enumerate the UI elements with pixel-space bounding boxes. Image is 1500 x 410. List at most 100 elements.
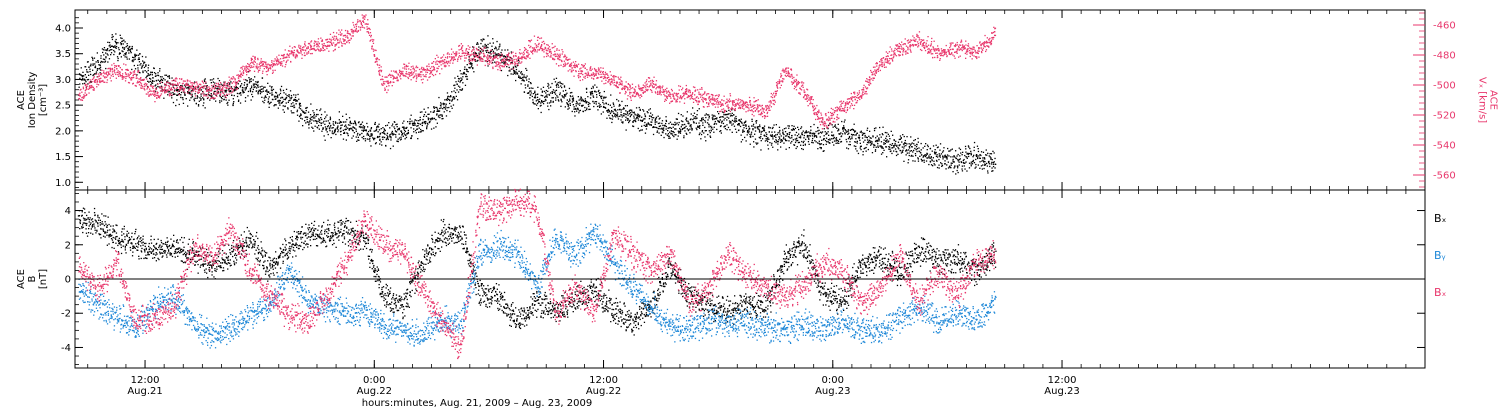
density-point [953, 155, 955, 157]
vx-point [276, 64, 278, 66]
density-point [797, 141, 800, 144]
vx-point [306, 48, 308, 50]
density-point [811, 141, 813, 144]
density-point [300, 113, 302, 115]
density-point [543, 90, 546, 93]
vx-point [221, 88, 223, 90]
vx-point [87, 88, 90, 90]
density-point [800, 126, 803, 128]
vx-point [402, 74, 404, 76]
density-point [425, 115, 428, 117]
density-point [618, 103, 621, 106]
density-point [453, 90, 455, 92]
vx-point [378, 72, 380, 74]
density-point [933, 160, 935, 162]
vx-point [356, 31, 358, 33]
density-point [760, 140, 762, 142]
density-point [579, 109, 581, 112]
density-point [659, 122, 661, 124]
density-point [471, 64, 473, 66]
density-point [698, 108, 700, 110]
density-point [599, 92, 601, 94]
density-point [627, 114, 629, 116]
density-point [926, 157, 928, 159]
density-point [137, 58, 139, 61]
density-point [412, 124, 414, 126]
density-point [354, 121, 356, 123]
density-point [851, 137, 853, 140]
density-point [314, 117, 316, 119]
vx-point [100, 80, 103, 82]
density-point [255, 87, 258, 89]
density-point [394, 127, 396, 130]
density-point [719, 119, 721, 121]
density-point [514, 65, 516, 67]
density-point [787, 136, 790, 138]
density-point [189, 91, 191, 94]
density-point [239, 80, 241, 82]
vx-point [192, 90, 195, 92]
vx-point [290, 60, 292, 63]
density-point [604, 107, 606, 109]
density-point [752, 135, 754, 138]
density-point [670, 127, 673, 129]
density-point [953, 167, 955, 169]
density-point [178, 103, 180, 106]
density-point [232, 98, 234, 100]
density-point [590, 93, 592, 95]
density-point [828, 134, 830, 136]
density-point [851, 134, 854, 136]
density-point [138, 57, 140, 59]
vx-point [263, 61, 265, 63]
vx-point [378, 67, 380, 69]
vx-point [143, 83, 145, 86]
density-point [824, 131, 826, 133]
density-point [752, 128, 754, 130]
density-point [299, 115, 301, 117]
density-point [206, 97, 209, 100]
density-point [705, 113, 707, 115]
vx-point [157, 92, 159, 94]
density-point [163, 97, 165, 99]
density-point [441, 103, 443, 105]
density-point [947, 167, 950, 169]
density-point [137, 67, 139, 69]
vx-point [231, 78, 234, 80]
density-point [452, 104, 455, 106]
density-point [360, 123, 363, 125]
density-point [956, 155, 958, 157]
y-left-tick-label: 1.0 [55, 178, 71, 189]
density-point [261, 77, 263, 79]
density-point [571, 91, 573, 94]
density-point [799, 135, 802, 137]
density-point [396, 123, 398, 125]
vx-point [237, 74, 239, 76]
density-point [599, 94, 601, 96]
density-point [566, 99, 568, 101]
density-point [621, 116, 623, 118]
density-point [515, 68, 518, 71]
density-point [496, 40, 498, 43]
vx-point [375, 49, 377, 52]
vx-point [396, 76, 398, 79]
density-point [948, 155, 950, 157]
density-point [778, 131, 781, 133]
vx-point [311, 48, 313, 50]
density-point [222, 95, 224, 97]
vx-point [260, 58, 262, 60]
density-point [437, 110, 439, 112]
density-point [970, 153, 972, 155]
density-point [721, 111, 724, 113]
vx-point [96, 79, 98, 81]
density-point [326, 126, 329, 128]
density-point [224, 96, 226, 98]
density-point [122, 40, 124, 42]
vx-point [91, 81, 93, 83]
vx-point [303, 49, 305, 51]
density-point [197, 96, 199, 98]
vx-point [264, 65, 266, 67]
vx-point [353, 24, 355, 26]
density-point [486, 46, 488, 48]
density-point [121, 37, 123, 40]
density-point [934, 153, 936, 155]
